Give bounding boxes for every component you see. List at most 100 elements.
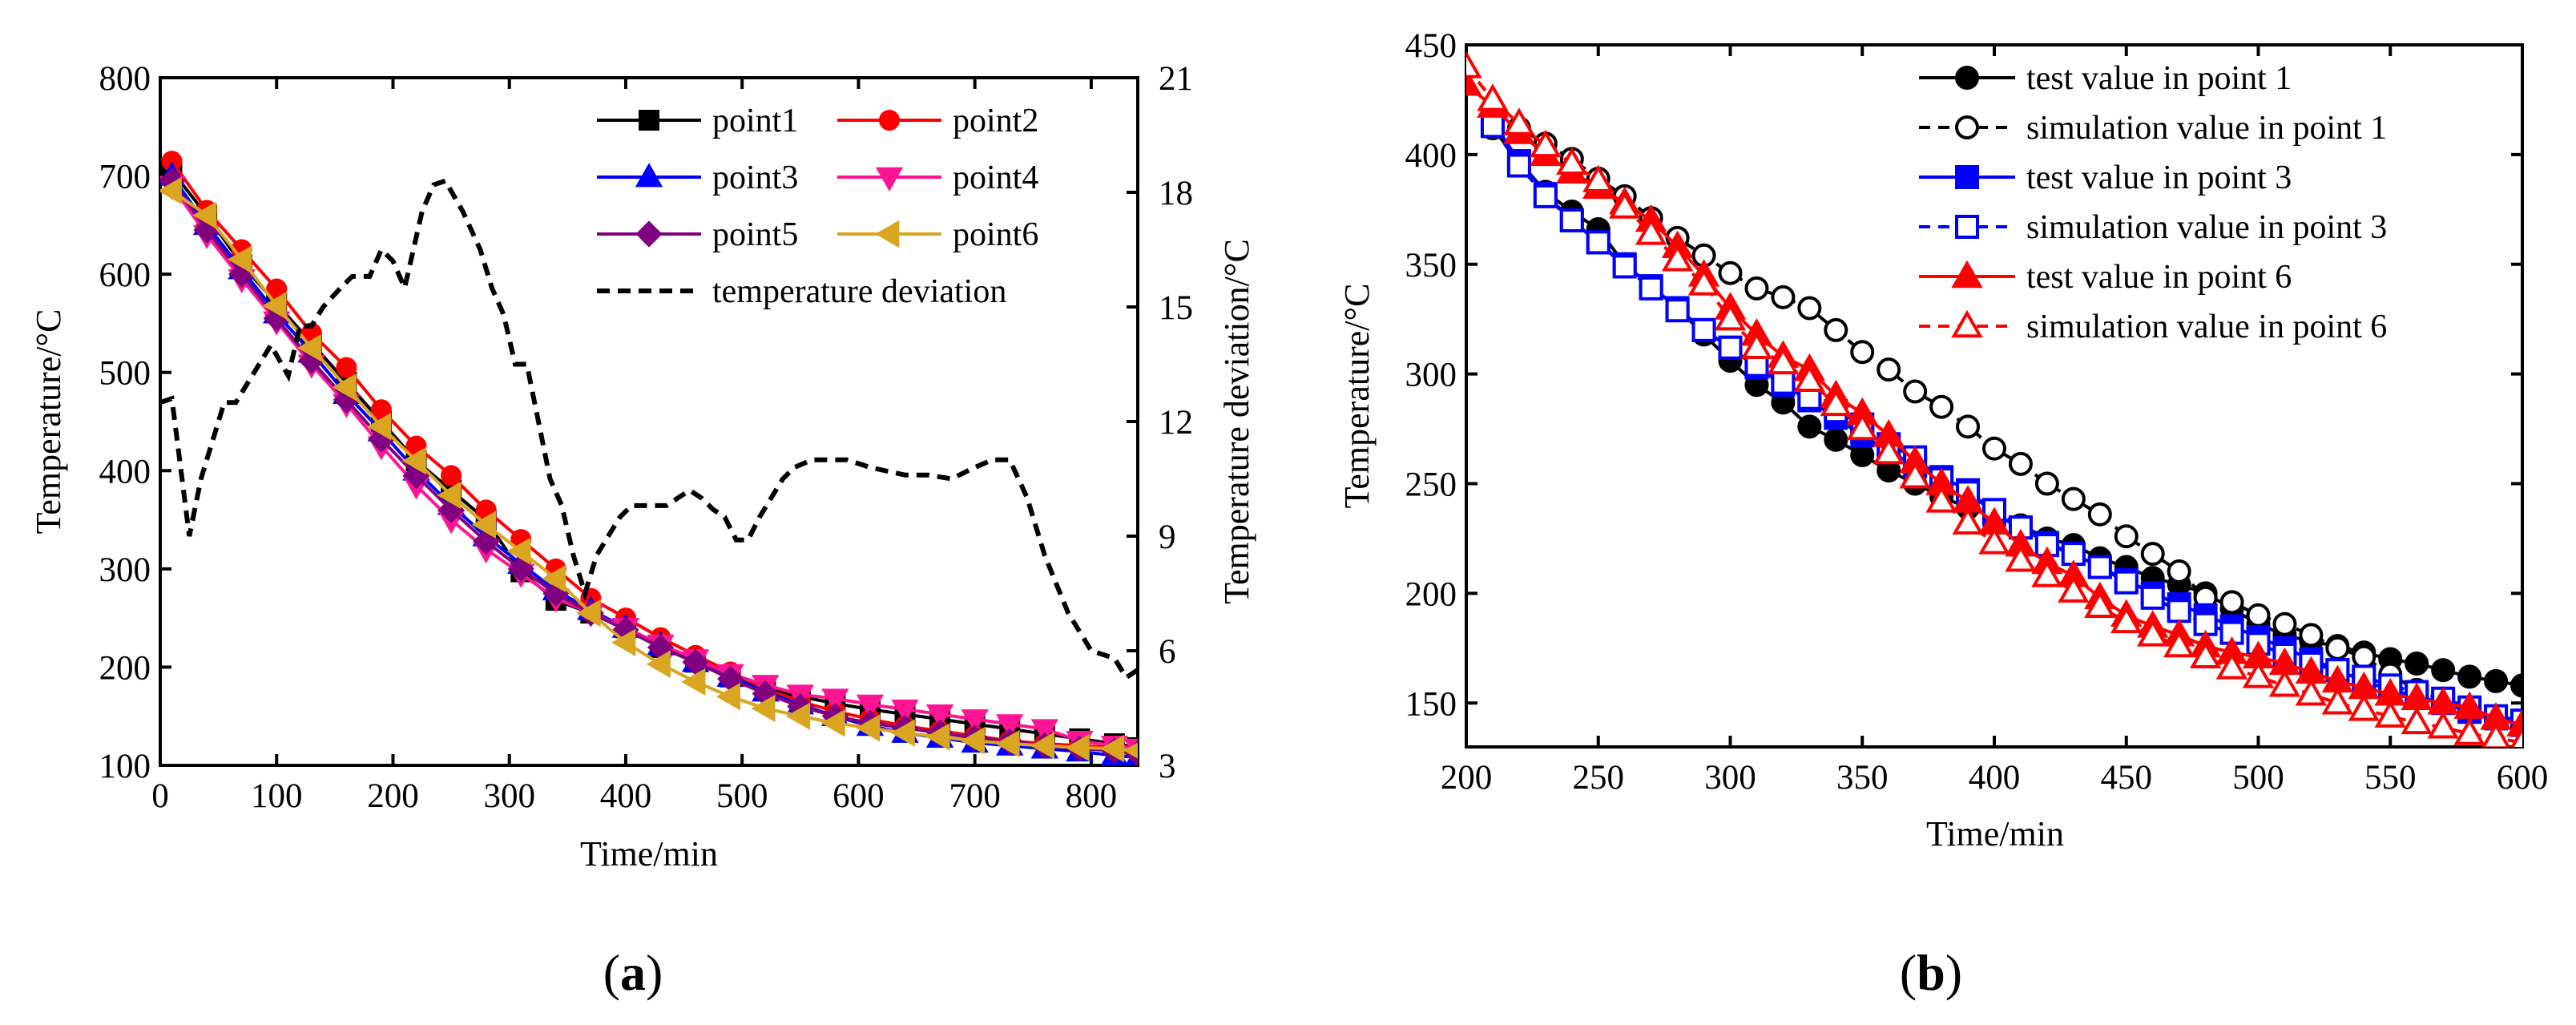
data-point bbox=[1665, 298, 1690, 323]
data-point bbox=[1065, 733, 1090, 762]
data-point bbox=[1797, 414, 1822, 439]
data-point bbox=[1582, 164, 1615, 192]
legend-label: temperature deviation bbox=[712, 273, 1006, 310]
data-point bbox=[332, 373, 357, 402]
panel-label: (b) bbox=[1900, 944, 1962, 1001]
data-point bbox=[2427, 711, 2459, 739]
data-point bbox=[1533, 184, 1558, 208]
data-point bbox=[2189, 640, 2222, 668]
data-point bbox=[995, 729, 1020, 758]
legend-marker bbox=[1955, 215, 1979, 239]
x-tick-label: 700 bbox=[949, 777, 1001, 815]
data-point bbox=[1956, 414, 1981, 439]
data-point bbox=[227, 245, 252, 273]
legend: test value in point 1 simulation value in… bbox=[1919, 60, 2387, 345]
data-point bbox=[2268, 669, 2301, 697]
y-tick-label: 150 bbox=[1405, 685, 1457, 723]
series-line bbox=[1491, 125, 2522, 723]
data-point bbox=[471, 510, 496, 539]
x-tick-label: 550 bbox=[2364, 759, 2417, 797]
y2-tick-label: 12 bbox=[1159, 404, 1193, 442]
data-point bbox=[2114, 570, 2139, 595]
series-test-value-in-point-6 bbox=[1466, 67, 2522, 736]
y2-axis-label: Temperature deviation/°C bbox=[1217, 239, 1256, 604]
series-line bbox=[160, 178, 1138, 681]
data-point bbox=[2374, 700, 2406, 728]
data-point bbox=[1820, 388, 1852, 417]
series-line bbox=[170, 175, 1138, 760]
y2-tick-label: 15 bbox=[1159, 289, 1193, 327]
data-point bbox=[1718, 260, 1743, 285]
data-point bbox=[681, 668, 706, 696]
data-point bbox=[2405, 651, 2429, 676]
y-tick-label: 250 bbox=[1405, 466, 1457, 504]
data-point bbox=[646, 650, 671, 678]
data-point bbox=[1824, 317, 1848, 342]
legend-label: point5 bbox=[712, 216, 798, 253]
data-point bbox=[682, 648, 709, 676]
y-tick-label: 600 bbox=[99, 256, 151, 294]
series-test-value-in-point-1 bbox=[1480, 116, 2522, 698]
data-point bbox=[2246, 603, 2271, 628]
data-point bbox=[441, 465, 462, 486]
series-simulation-value-in-point-1 bbox=[1480, 103, 2522, 735]
legend-label: simulation value in point 3 bbox=[2026, 209, 2387, 246]
data-point bbox=[2453, 717, 2485, 745]
x-tick-label: 300 bbox=[1704, 759, 1756, 797]
legend-marker bbox=[1955, 165, 1979, 189]
y-tick-label: 200 bbox=[99, 649, 151, 687]
data-point bbox=[1466, 50, 1482, 79]
data-point bbox=[1925, 485, 1957, 513]
data-point bbox=[2034, 471, 2059, 496]
data-point bbox=[821, 688, 849, 713]
x-axis-label: Time/min bbox=[1926, 814, 2064, 853]
series-point5 bbox=[160, 167, 1138, 765]
legend-marker bbox=[879, 110, 900, 131]
data-point bbox=[2058, 575, 2090, 603]
y-tick-label: 400 bbox=[99, 453, 151, 490]
data-point bbox=[2140, 542, 2165, 567]
data-point bbox=[1740, 331, 1773, 359]
data-point bbox=[1850, 340, 1875, 365]
series-group bbox=[1466, 50, 2522, 747]
series-point6 bbox=[160, 176, 1138, 763]
data-point bbox=[2457, 664, 2482, 689]
data-point bbox=[1503, 107, 1535, 135]
x-tick-label: 300 bbox=[483, 777, 535, 815]
data-point bbox=[1609, 191, 1641, 219]
y-tick-label: 100 bbox=[99, 748, 151, 785]
data-point bbox=[716, 683, 740, 711]
y2-tick-label: 3 bbox=[1159, 748, 1176, 785]
x-tick-label: 200 bbox=[1441, 759, 1493, 797]
series-point3 bbox=[160, 161, 1138, 765]
data-point bbox=[1744, 276, 1769, 301]
data-point bbox=[2506, 708, 2522, 736]
data-point bbox=[336, 357, 357, 378]
series-group bbox=[160, 151, 1138, 765]
series-line bbox=[1492, 113, 2522, 724]
panel-label: (a) bbox=[603, 944, 663, 1001]
legend-marker bbox=[1951, 309, 1983, 338]
data-point bbox=[2272, 611, 2297, 636]
data-point bbox=[820, 709, 845, 737]
data-point bbox=[1846, 412, 1878, 441]
data-point bbox=[1586, 230, 1611, 255]
data-point bbox=[1506, 153, 1531, 178]
data-point bbox=[2087, 502, 2112, 527]
data-point bbox=[856, 714, 881, 742]
data-point bbox=[401, 446, 426, 475]
data-point bbox=[1793, 364, 1826, 393]
x-tick-label: 200 bbox=[367, 777, 419, 815]
series-test-value-in-point-3 bbox=[1480, 109, 2522, 737]
y-axis-label: Temperature/°C bbox=[1337, 284, 1377, 509]
y2-axis-ticks: 3 6 9 12 15 18 21 bbox=[1127, 60, 1193, 785]
data-point bbox=[2087, 555, 2112, 579]
y2-tick-label: 18 bbox=[1159, 175, 1193, 212]
data-point bbox=[1123, 742, 1138, 759]
series-point4 bbox=[160, 176, 1138, 763]
data-point bbox=[1929, 394, 1954, 419]
x-tick-label: 600 bbox=[832, 777, 885, 815]
data-point bbox=[437, 481, 462, 510]
y2-tick-label: 9 bbox=[1159, 519, 1176, 556]
data-point bbox=[890, 719, 915, 747]
